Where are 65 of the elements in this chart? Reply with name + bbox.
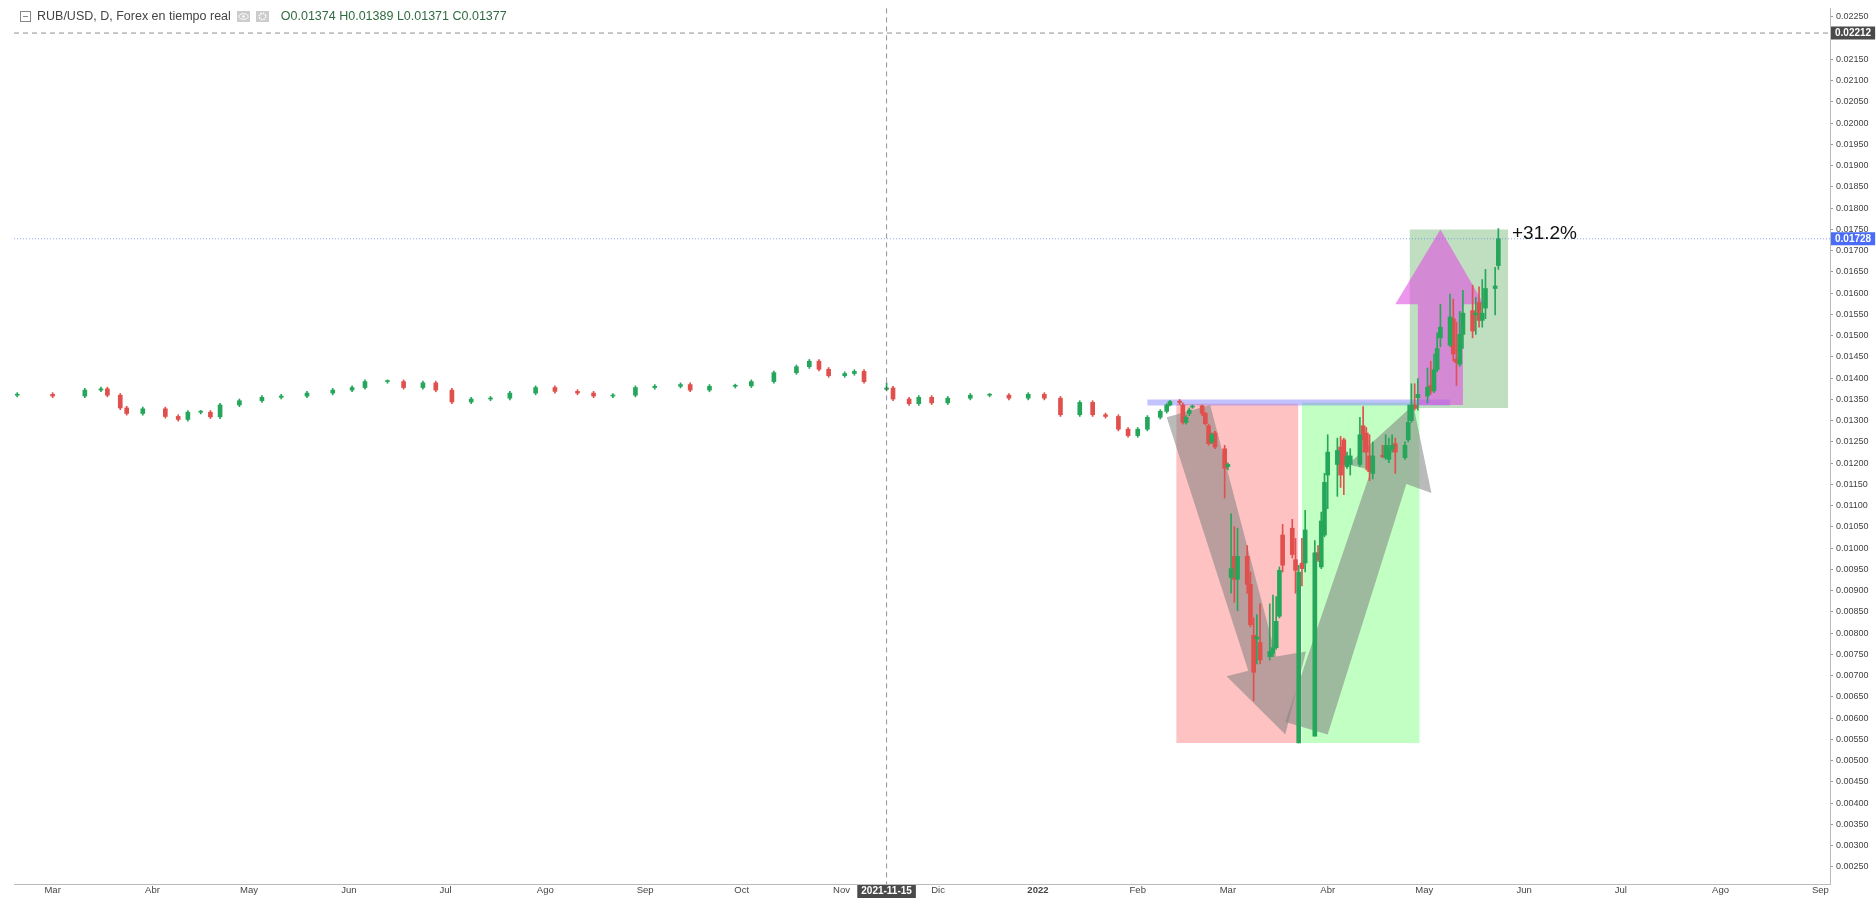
- x-tick-label: Jun: [1516, 884, 1532, 896]
- y-tick-label: 0.00300: [1836, 840, 1869, 851]
- y-tick-label: 0.01000: [1836, 542, 1869, 553]
- y-tick-label: 0.01450: [1836, 351, 1869, 362]
- x-tick-label: Sep: [1811, 884, 1829, 896]
- y-tick-label: 0.00800: [1836, 627, 1869, 638]
- y-tick-label: 0.01150: [1836, 478, 1868, 489]
- y-tick-label: 0.00900: [1836, 585, 1869, 596]
- y-tick-label: 0.01500: [1836, 330, 1869, 341]
- chart-title: RUB/USD, D, Forex en tiempo real: [37, 9, 231, 23]
- y-tick-label: 0.01300: [1836, 415, 1869, 426]
- ref-line-label: 2021-11-15: [861, 885, 913, 897]
- y-tick-label: 0.00400: [1836, 797, 1869, 808]
- y-tick-label: 0.01750: [1836, 223, 1869, 234]
- y-tick-label: 0.00500: [1836, 755, 1869, 766]
- ref-line-label: 0.02212: [1835, 26, 1872, 38]
- y-tick-label: 0.00350: [1836, 818, 1869, 829]
- y-tick-label: 0.00950: [1836, 563, 1869, 574]
- y-tick-label: 0.01050: [1836, 521, 1869, 532]
- y-tick-label: 0.02250: [1836, 11, 1869, 22]
- y-tick-label: 0.01600: [1836, 287, 1869, 298]
- x-tick-label: Sep: [636, 884, 654, 896]
- y-tick-label: 0.00700: [1836, 670, 1869, 681]
- x-tick-label: Jun: [341, 884, 357, 896]
- x-tick-label: May: [1415, 884, 1434, 896]
- x-tick-label: Ago: [1712, 884, 1729, 896]
- y-tick-label: 0.00450: [1836, 776, 1869, 787]
- x-tick-label: Mar: [1219, 884, 1237, 896]
- y-tick-label: 0.02050: [1836, 96, 1869, 107]
- y-tick-label: 0.01800: [1836, 202, 1869, 213]
- x-tick-label: 2022: [1027, 884, 1049, 896]
- y-tick-label: 0.02000: [1836, 117, 1869, 128]
- x-tick-label: Jul: [1614, 884, 1627, 896]
- y-tick-label: 0.01550: [1836, 308, 1869, 319]
- x-tick-label: Abr: [1320, 884, 1336, 896]
- x-tick-label: May: [240, 884, 259, 896]
- x-tick-label: Mar: [44, 884, 61, 896]
- y-tick-label: 0.00850: [1836, 606, 1869, 617]
- x-tick-label: Ago: [536, 884, 554, 896]
- y-tick-label: 0.01850: [1836, 181, 1869, 192]
- y-tick-label: 0.00250: [1836, 861, 1869, 872]
- y-tick-label: 0.02100: [1836, 75, 1869, 86]
- y-tick-label: 0.01400: [1836, 372, 1869, 383]
- annotation: O0.01374 H0.01389 L0.01371 C0.01377: [280, 9, 507, 23]
- y-tick-label: 0.01250: [1836, 436, 1869, 447]
- y-tick-label: 0.00650: [1836, 691, 1869, 702]
- x-tick-label: Dic: [931, 884, 946, 896]
- x-tick-label: Jul: [439, 884, 452, 896]
- y-tick-label: 0.01650: [1836, 266, 1869, 277]
- y-tick-label: 0.00600: [1836, 712, 1869, 723]
- y-tick-label: 0.01200: [1836, 457, 1869, 468]
- x-tick-label: Feb: [1129, 884, 1146, 896]
- ref-line-label: 0.01728: [1835, 232, 1872, 244]
- y-tick-label: 0.01350: [1836, 393, 1869, 404]
- y-tick-label: 0.02150: [1836, 53, 1869, 64]
- y-tick-label: 0.00750: [1836, 648, 1869, 659]
- x-tick-label: Abr: [145, 884, 160, 896]
- annotation: +31.2%: [1512, 222, 1577, 244]
- y-tick-label: 0.01100: [1836, 500, 1868, 511]
- y-tick-label: 0.01950: [1836, 138, 1869, 149]
- y-tick-label: 0.00550: [1836, 733, 1869, 744]
- y-tick-label: 0.01900: [1836, 160, 1869, 171]
- y-tick-label: 0.01700: [1836, 245, 1869, 256]
- x-tick-label: Oct: [734, 884, 750, 896]
- x-tick-label: Nov: [833, 884, 851, 896]
